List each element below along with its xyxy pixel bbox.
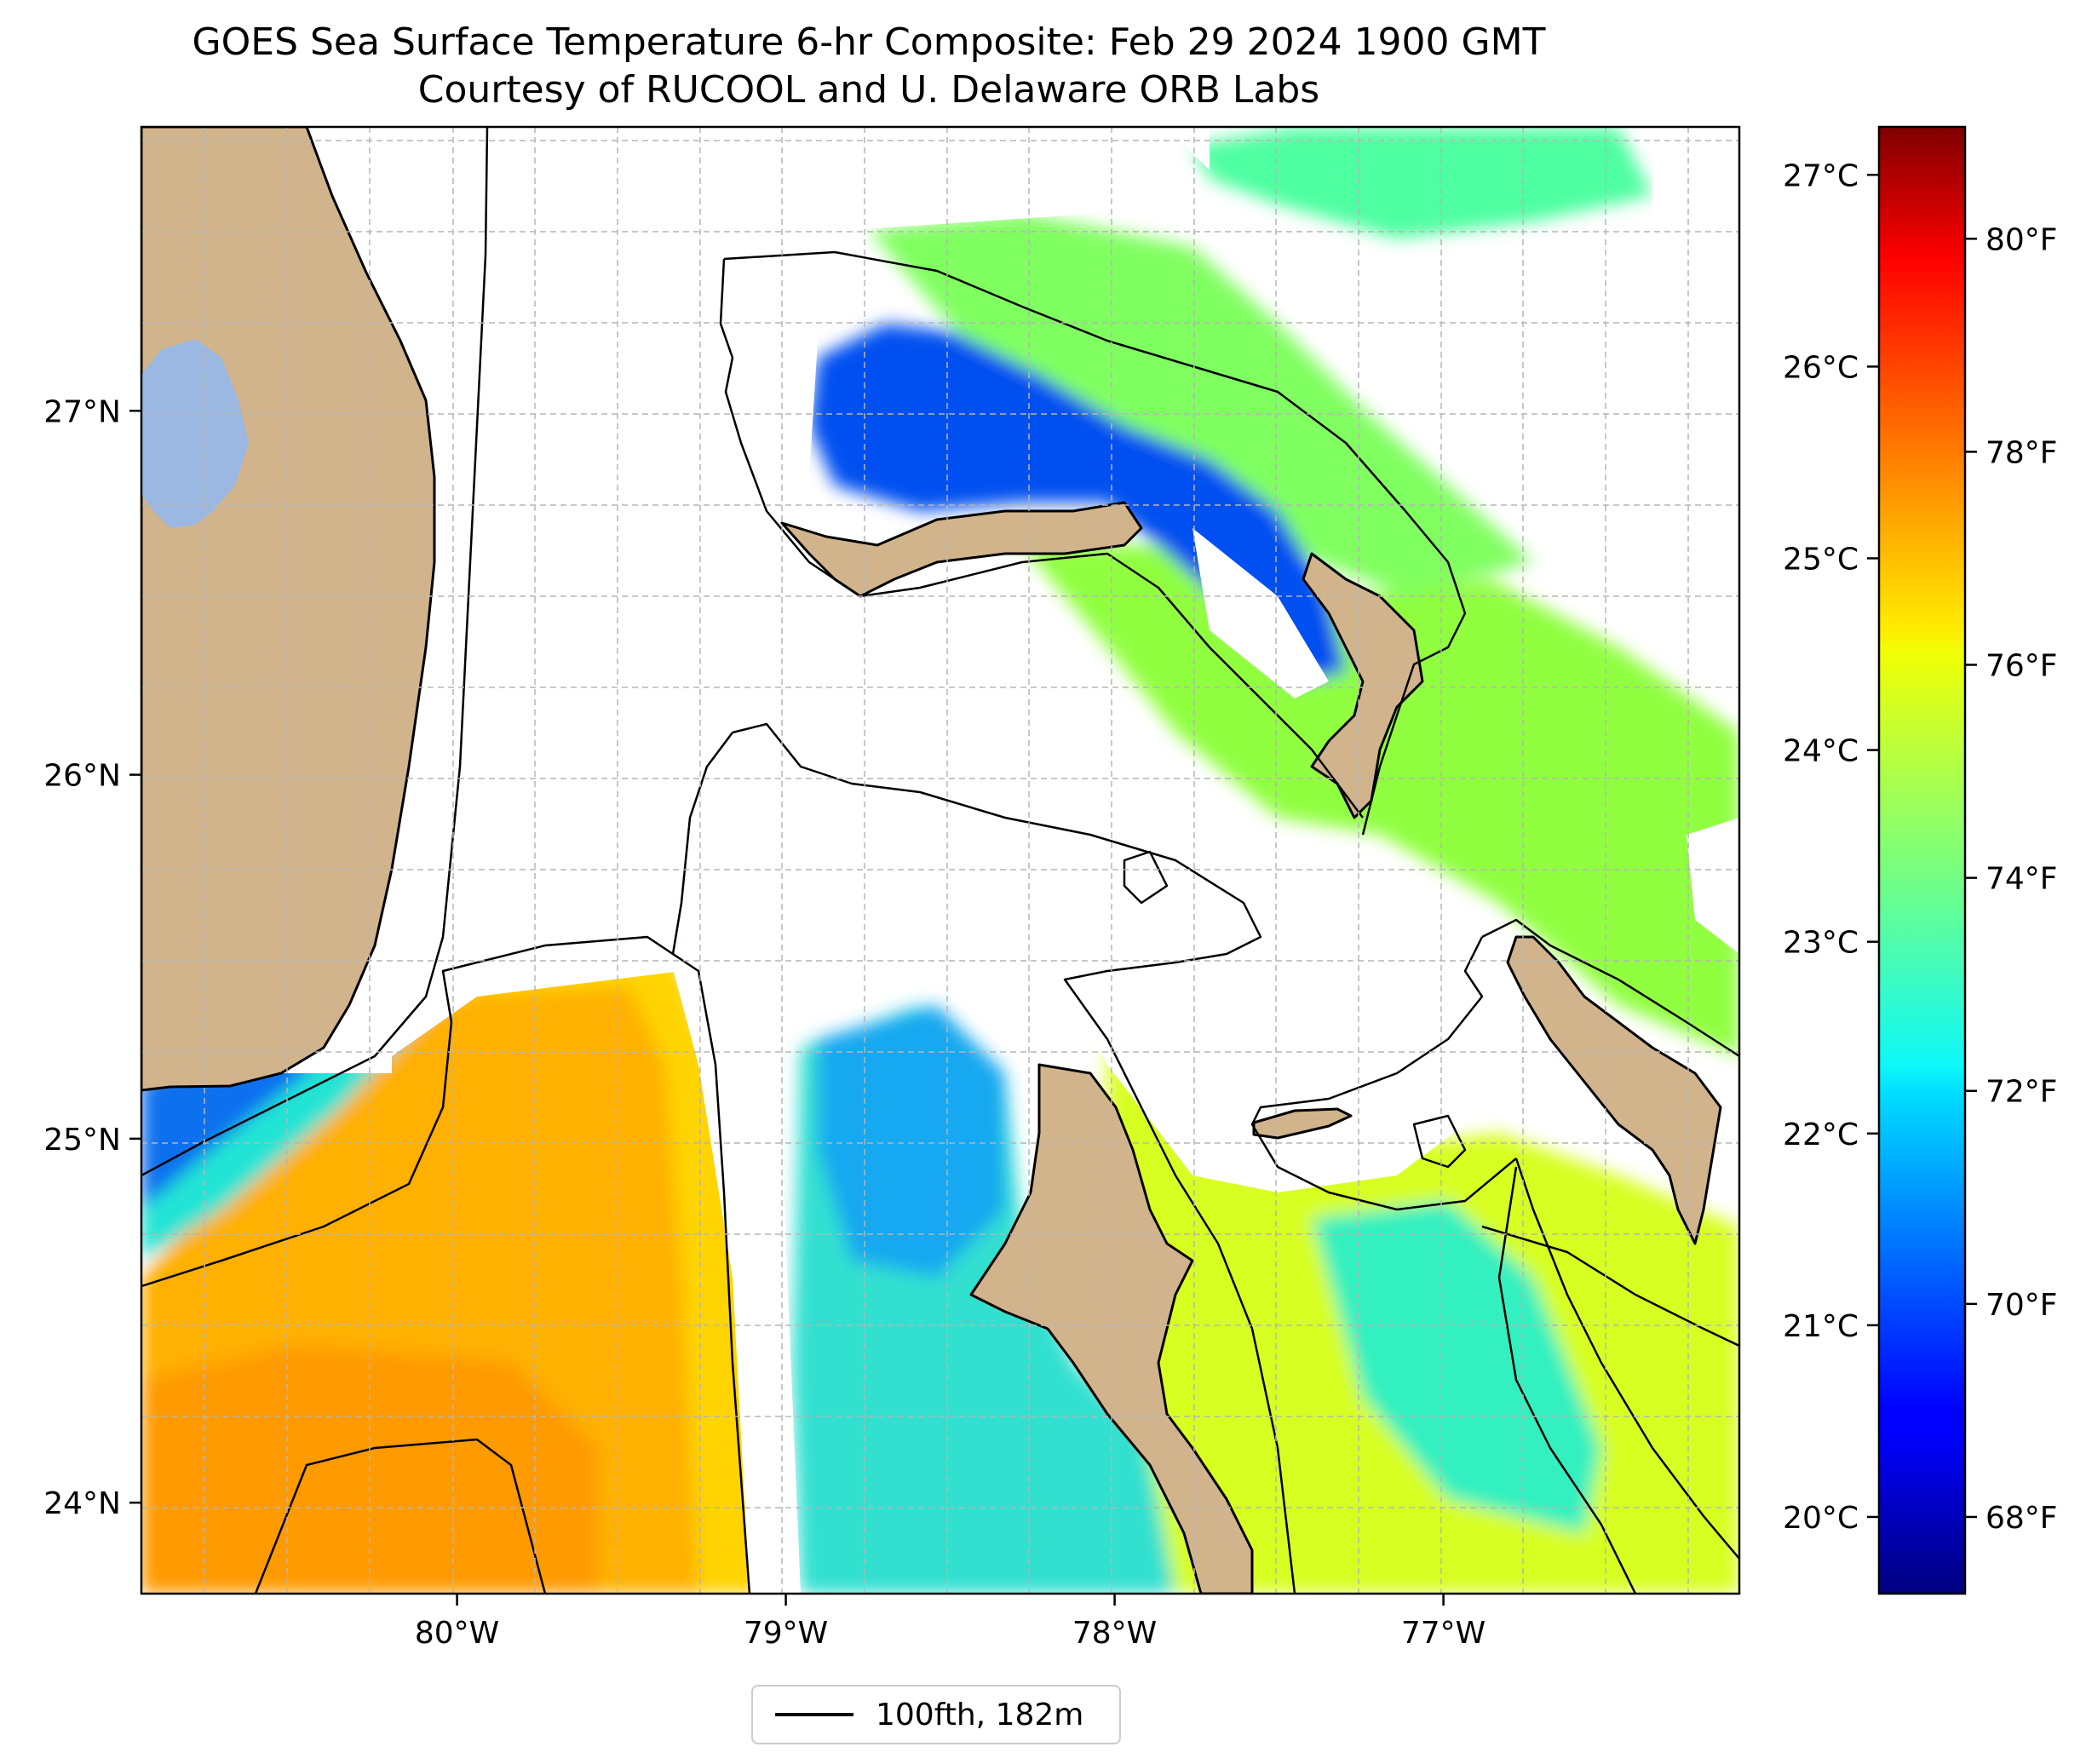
lon-tick-label: 80°W <box>415 1616 499 1651</box>
fahrenheit-tick-label: 80°F <box>1985 222 2058 257</box>
legend-contour-swatch <box>775 1713 853 1716</box>
chart-title: GOES Sea Surface Temperature 6-hr Compos… <box>0 19 1738 114</box>
title-line-1: GOES Sea Surface Temperature 6-hr Compos… <box>192 20 1546 64</box>
gridlines <box>141 127 1739 1594</box>
colorbar-celsius-axis: 27°C 26°C 25°C 24°C 23°C 22°C 21°C 20°C <box>1783 158 1879 1536</box>
latitude-axis: 27°N 26°N 25°N 24°N <box>43 394 141 1521</box>
celsius-tick-label: 22°C <box>1783 1118 1859 1152</box>
fahrenheit-tick-label: 74°F <box>1985 862 2058 897</box>
map-area <box>141 127 1739 1594</box>
legend-contour-label: 100fth, 182m <box>876 1697 1084 1732</box>
andros <box>969 1063 1254 1594</box>
colorbar: 27°C 26°C 25°C 24°C 23°C 22°C 21°C 20°C 80°F 78°… <box>1783 125 2058 1595</box>
sst-green-north <box>869 213 1533 596</box>
eleuthera <box>1506 935 1722 1245</box>
lat-tick-label: 27°N <box>43 394 121 429</box>
colorbar-gradient <box>1877 125 1967 1595</box>
contour-100fth <box>141 127 1739 1594</box>
fahrenheit-tick-label: 78°F <box>1985 435 2058 470</box>
sst-orange-south <box>141 1346 596 1594</box>
fahrenheit-tick-label: 72°F <box>1985 1075 2058 1110</box>
sst-blue-tongue <box>818 1005 1005 1278</box>
celsius-tick-label: 21°C <box>1783 1309 1859 1344</box>
celsius-tick-label: 25°C <box>1783 542 1859 577</box>
sst-green-northeast <box>1192 128 1652 238</box>
celsius-tick-label: 27°C <box>1783 158 1859 193</box>
lake-okeechobee <box>141 339 249 528</box>
great-abaco <box>1302 552 1424 819</box>
colorbar-fahrenheit-axis: 80°F 78°F 76°F 74°F 72°F 70°F 68°F <box>1965 222 2058 1536</box>
fahrenheit-tick-label: 68°F <box>1985 1501 2058 1536</box>
sst-yellow-straits <box>426 920 767 1594</box>
celsius-tick-label: 23°C <box>1783 926 1859 961</box>
celsius-tick-label: 24°C <box>1783 734 1859 769</box>
celsius-tick-label: 20°C <box>1783 1501 1859 1536</box>
lon-tick-label: 79°W <box>744 1616 828 1651</box>
lat-tick-label: 26°N <box>43 759 121 794</box>
lon-tick-label: 78°W <box>1072 1616 1157 1651</box>
map-frame <box>140 125 1741 1595</box>
title-line-2: Courtesy of RUCOOL and U. Delaware ORB L… <box>417 68 1320 112</box>
longitude-axis: 80°W 79°W 78°W 77°W <box>415 1594 1485 1651</box>
lat-tick-label: 24°N <box>43 1486 121 1521</box>
sst-green-east <box>1022 545 1739 1056</box>
legend: 100fth, 182m <box>751 1685 1121 1744</box>
lat-tick-label: 25°N <box>43 1123 121 1158</box>
sst-cyan-exuma <box>1312 1201 1601 1533</box>
celsius-tick-label: 26°C <box>1783 350 1859 385</box>
fahrenheit-tick-label: 76°F <box>1985 649 2058 684</box>
lon-tick-label: 77°W <box>1401 1616 1485 1651</box>
fahrenheit-tick-label: 70°F <box>1985 1288 2058 1323</box>
